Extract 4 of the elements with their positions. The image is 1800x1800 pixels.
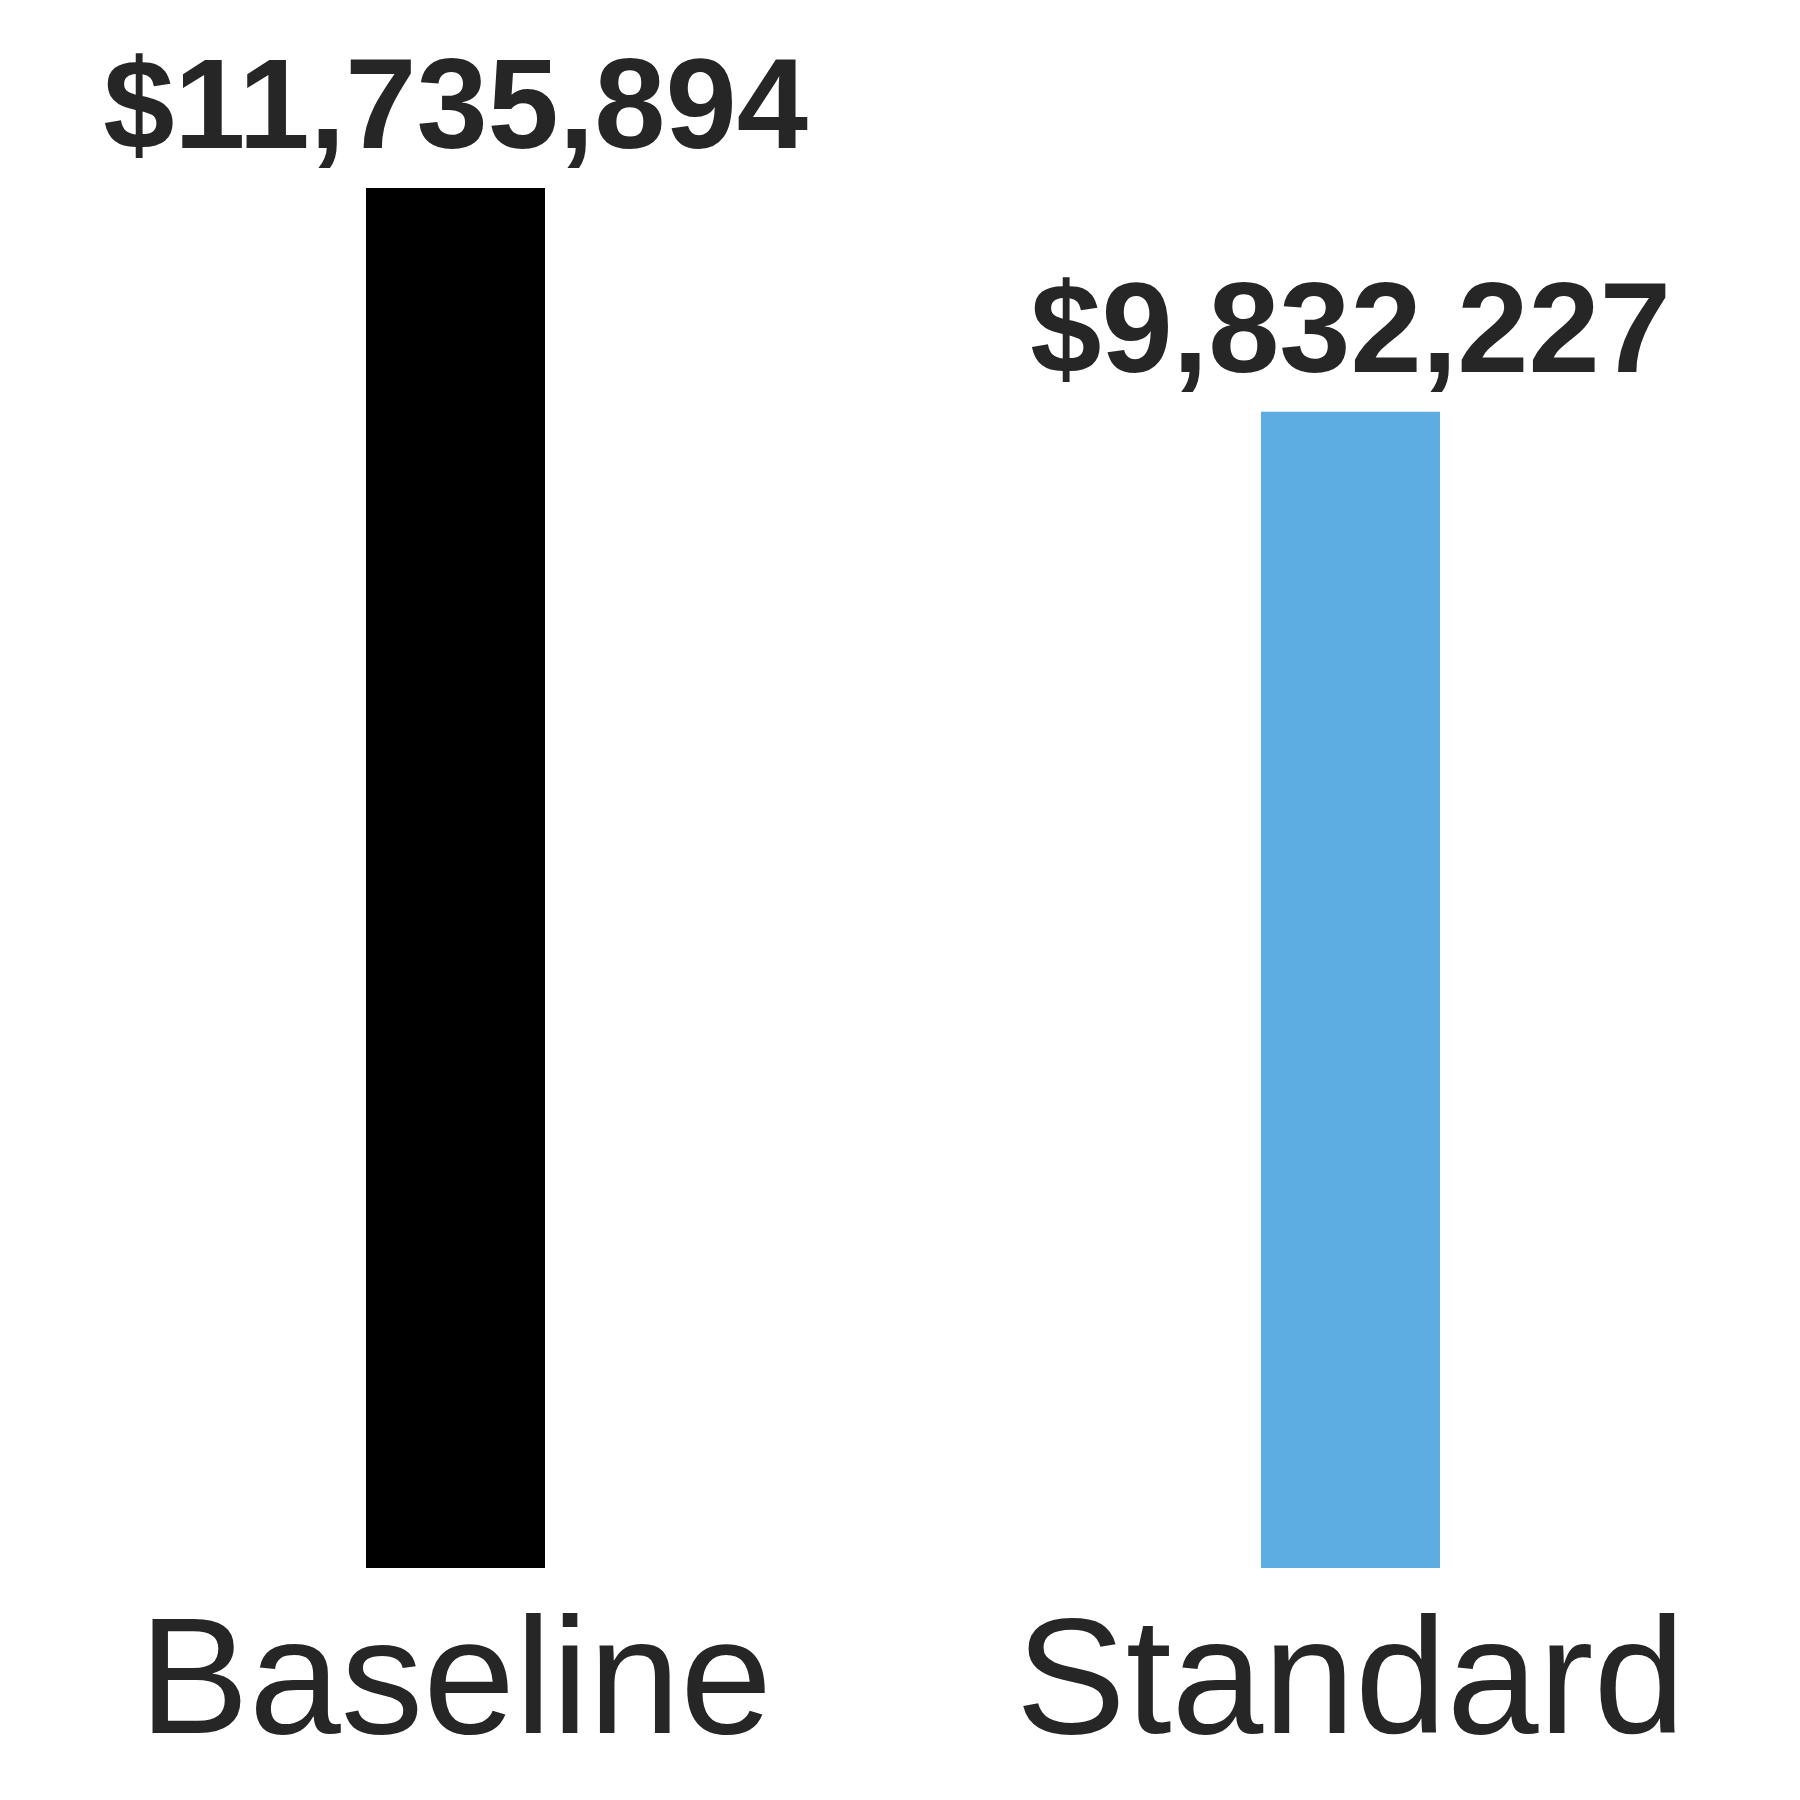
data-label: $9,832,227	[1030, 255, 1671, 399]
x-tick-label: Standard	[1015, 1584, 1686, 1769]
data-label: $11,735,894	[103, 32, 808, 175]
x-tick-label: Baseline	[139, 1584, 772, 1769]
